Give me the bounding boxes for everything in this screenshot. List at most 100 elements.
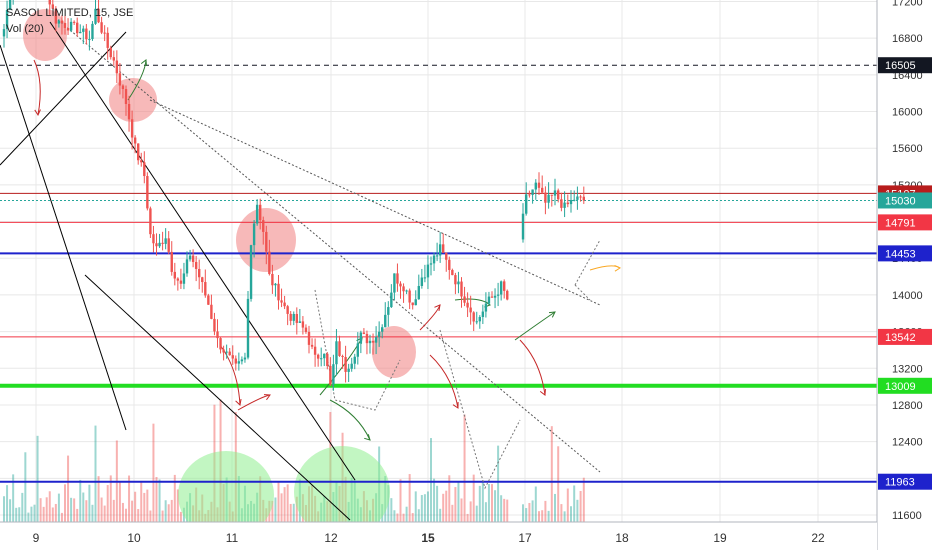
candle-body [301, 321, 305, 328]
trend-line [57, 19, 601, 473]
volume-bar [277, 481, 280, 522]
volume-bar [170, 499, 173, 522]
candle-body [57, 20, 61, 24]
candle-body [550, 194, 553, 196]
volume-bar [12, 474, 15, 522]
volume-bar [423, 494, 426, 522]
candle-body [201, 277, 204, 283]
candle-body [127, 103, 131, 120]
volume-bar [554, 493, 556, 522]
volume-bar [283, 487, 286, 522]
volume-bar [15, 507, 18, 522]
volume-bar [544, 500, 547, 522]
candle-body [219, 338, 222, 350]
projection-path [574, 239, 601, 286]
volume-bar [292, 503, 295, 522]
volume-bar [487, 483, 490, 522]
volume-bar [271, 500, 274, 522]
candle-body [146, 176, 149, 209]
candle-body [506, 290, 509, 300]
candle-body [185, 259, 189, 274]
volume-bar [414, 491, 417, 522]
candle-body [503, 281, 506, 291]
candle-body [393, 273, 396, 293]
candle-body [246, 298, 250, 358]
candle-body [326, 353, 329, 367]
candle-body [469, 307, 472, 313]
volume-bar [164, 500, 167, 522]
candle-body [454, 275, 457, 285]
volume-bar [396, 513, 399, 522]
candle-body [432, 255, 436, 264]
volume-bar [528, 502, 531, 522]
projection-arrow [419, 304, 441, 331]
candle-body [362, 332, 366, 334]
candle-body [213, 318, 216, 332]
candle-body [534, 182, 537, 190]
volume-bar [442, 493, 445, 522]
volume-bar [534, 486, 537, 522]
candle-body [97, 8, 100, 23]
volume-bar [541, 510, 544, 522]
candle-body [332, 364, 335, 385]
candle-body [377, 331, 381, 338]
candle-body [442, 244, 445, 253]
volume-bar [88, 484, 91, 522]
candle-body [417, 285, 420, 300]
candle-body [85, 28, 88, 40]
volume-bar [134, 491, 137, 522]
trend-line [0, 44, 127, 431]
volume-bar [289, 503, 292, 522]
candle-body [94, 8, 97, 24]
candle-body [338, 341, 341, 356]
candle-body [265, 231, 268, 252]
time-tick-label: 17 [518, 531, 532, 545]
trend-line [149, 99, 601, 306]
volume-bar [161, 510, 164, 522]
candle-body [149, 208, 152, 235]
candle-body [499, 281, 503, 295]
candle-body [368, 340, 372, 344]
volume-bar [36, 435, 39, 522]
volume-bar [82, 492, 85, 522]
candle-body [307, 331, 311, 345]
volume-bar [547, 510, 550, 522]
volume-bar [497, 445, 500, 522]
candle-body [152, 234, 155, 244]
volume-bar [503, 498, 506, 522]
level-price-tag [878, 57, 932, 74]
candle-body [521, 213, 525, 240]
candle-body [268, 251, 271, 274]
candle-body [259, 204, 262, 221]
candle-body [161, 242, 164, 244]
time-tick-label: 22 [811, 531, 825, 545]
candle-body [130, 119, 134, 138]
trend-line [84, 274, 351, 521]
volume-bar [152, 423, 155, 522]
candle-body [496, 294, 500, 296]
volume-indicator-label: Vol (20) [6, 23, 44, 35]
time-axis [0, 522, 877, 550]
candle-body [137, 143, 140, 161]
volume-bar [85, 500, 88, 522]
volume-bar [18, 507, 21, 522]
candle-body [79, 31, 82, 34]
projection-arrow [33, 59, 41, 116]
candle-body [109, 47, 112, 58]
candle-body [191, 255, 195, 262]
candle-body [531, 189, 534, 195]
volume-bar [149, 510, 152, 522]
level-price-tag-label: 11963 [885, 477, 915, 489]
volume-bar [274, 497, 277, 522]
level-price-tag [878, 328, 932, 345]
candle-body [225, 351, 228, 353]
volume-bar [472, 474, 475, 522]
level-price-tag-label: 14791 [885, 217, 916, 229]
time-tick-label: 15 [421, 531, 435, 545]
candle-body [118, 73, 122, 86]
projection-arrow [589, 265, 621, 271]
candle-body [88, 39, 91, 41]
volume-bar [448, 475, 451, 522]
volume-bar [557, 446, 560, 522]
